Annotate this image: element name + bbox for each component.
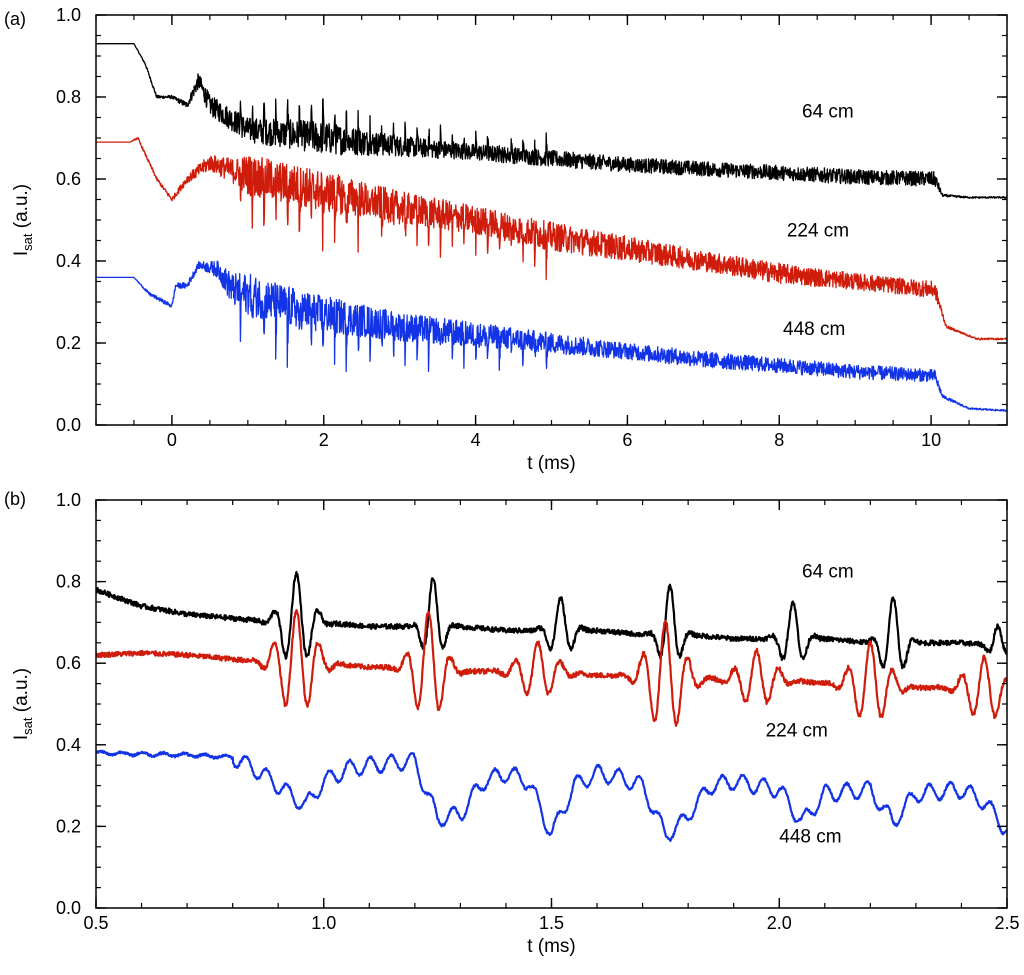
panel-a-plot-area: 64 cm 224 cm 448 cm 0 2 4 6 8 10 0.0 0.2 0.4 0.6 0.8 1…: [11, 5, 1008, 474]
panel-a-label: (a): [4, 9, 26, 29]
series-label-224-cm: 224 cm: [766, 721, 828, 742]
y-tick-label: 0.4: [56, 735, 81, 755]
series-label-64-cm: 64 cm: [802, 102, 854, 123]
y-tick-label: 0.4: [56, 251, 81, 271]
y-tick-label: 0.2: [56, 816, 81, 836]
y-tick-label: 0.8: [56, 87, 81, 107]
y-tick-label: 0.6: [56, 653, 81, 673]
series-line-64-cm: [96, 570, 1007, 670]
y-tick-label: 0.2: [56, 333, 81, 353]
x-tick-label: 0: [167, 430, 177, 450]
x-tick-label: 2: [319, 430, 329, 450]
x-axis-label: t (ms): [527, 453, 576, 474]
x-tick-label: 6: [622, 430, 632, 450]
y-axis-label: Isat (a.u.): [11, 184, 35, 256]
y-tick-label: 0.6: [56, 169, 81, 189]
series-line-224-cm: [96, 136, 1007, 341]
plot-frame: [95, 499, 1008, 909]
x-tick-label: 4: [471, 430, 481, 450]
panel-b-plot-area: 64 cm 224 cm 448 cm 0.5 1.0 1.5 2.0 2.5 0.0 0.2 0.…: [11, 490, 1020, 957]
panel-a: (a) 64 cm 224 cm 448 cm 0 2 4 6 8 10 0.0 0.2 0.4 0.6…: [4, 5, 1008, 474]
panel-b: (b) 64 cm 224 cm 448 cm 0.5 1.0 1.5 2.0 2.5 0.0 0…: [4, 489, 1020, 957]
y-tick-label: 1.0: [56, 490, 81, 510]
x-tick-label: 8: [774, 430, 784, 450]
series-line-448-cm: [96, 260, 1007, 413]
series-line-224-cm: [96, 608, 1007, 727]
x-tick-label: 1.0: [311, 913, 336, 933]
series-label-448-cm: 448 cm: [783, 319, 845, 340]
y-axis-label: Isat (a.u.): [11, 668, 35, 740]
y-tick-label: 0.0: [56, 415, 81, 435]
x-tick-label: 1.5: [539, 913, 564, 933]
x-tick-label: 0.5: [83, 913, 108, 933]
y-tick-label: 1.0: [56, 5, 81, 25]
plot-frame: [95, 14, 1008, 426]
series-label-64-cm: 64 cm: [802, 562, 854, 583]
x-tick-label: 2.5: [994, 913, 1019, 933]
series-label-224-cm: 224 cm: [787, 220, 849, 241]
series-line-448-cm: [96, 749, 1007, 843]
series-line-64-cm: [96, 43, 1007, 199]
x-tick-label: 2.0: [767, 913, 792, 933]
panel-b-label: (b): [4, 489, 26, 509]
series-label-448-cm: 448 cm: [779, 827, 841, 848]
y-tick-label: 0.0: [56, 898, 81, 918]
y-tick-label: 0.8: [56, 572, 81, 592]
x-axis-label: t (ms): [527, 936, 576, 957]
x-tick-label: 10: [921, 430, 941, 450]
